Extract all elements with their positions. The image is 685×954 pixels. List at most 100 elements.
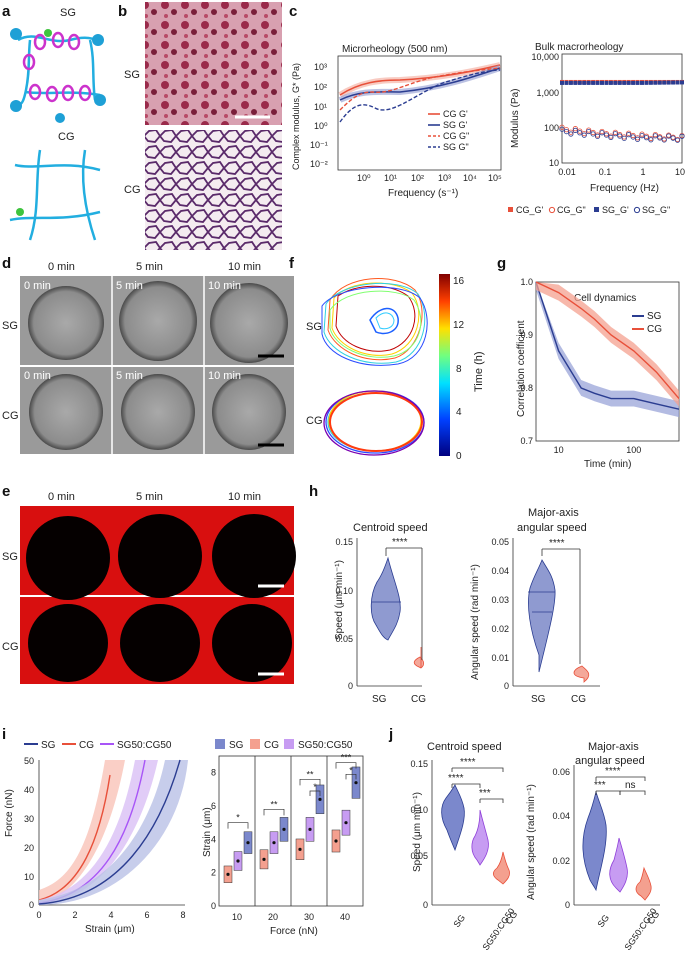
micro-curves	[338, 62, 501, 123]
g-ylabel: Correlation coefficient	[516, 320, 527, 417]
point-SG_G'	[644, 80, 649, 85]
point-SG_G'	[577, 80, 582, 85]
panel-h: h Centroid speed Speed (μm min⁻¹) 0.15 0…	[309, 483, 600, 705]
significance: ****	[549, 538, 565, 549]
xtick: 0	[36, 910, 41, 920]
j-right-ylabel: Angular speed (rad min⁻¹)	[526, 784, 537, 900]
ytick: 10	[549, 158, 559, 168]
point-SG_G"	[581, 132, 587, 138]
point-SG_G"	[586, 128, 592, 135]
sg-crosslink-rings	[22, 31, 92, 103]
ytick: 4	[211, 834, 216, 844]
micro-xlabel: Frequency (s⁻¹)	[388, 188, 458, 199]
xtick: 2	[72, 910, 77, 920]
sig-bracket	[345, 773, 357, 780]
significance: **	[306, 769, 314, 779]
significance: *	[236, 813, 240, 823]
cbar-tick: 8	[456, 364, 462, 375]
g-yticks: 1.0 0.9 0.8 0.7	[520, 277, 533, 446]
mean-dot	[246, 841, 250, 845]
cg-cell-contours	[323, 390, 425, 456]
panel-label-e: e	[2, 483, 10, 500]
point-SG_G"	[563, 128, 570, 135]
i-left-xlabel: Strain (μm)	[85, 924, 135, 935]
sig-bracket	[227, 822, 249, 829]
point-SG_G'	[622, 80, 627, 85]
panel-c: c Complex modulus, G* (Pa) Microrheology…	[289, 3, 685, 215]
sg-end-caps	[10, 28, 106, 123]
fluorescence-cells	[26, 514, 296, 682]
panel-a: a SG CG	[2, 3, 106, 241]
histology-sg-image	[145, 2, 282, 125]
xtick: 10⁵	[488, 173, 502, 183]
xtick: SG	[595, 913, 611, 929]
xtick: 10⁴	[463, 173, 477, 183]
xtick: CG	[411, 694, 426, 705]
micro-axes	[337, 55, 502, 171]
mean-dot	[308, 827, 312, 831]
point-SG_G'	[631, 80, 636, 85]
mean-dot	[272, 841, 276, 845]
xtick: 10¹	[384, 173, 397, 183]
ytick: 0.04	[552, 811, 570, 821]
point-SG_G"	[670, 135, 676, 141]
ytick: 30	[24, 814, 34, 824]
ytick: 0.05	[335, 634, 353, 644]
violin-mix	[609, 837, 628, 893]
i-left-ylabel: Force (nN)	[4, 789, 15, 837]
xtick: 10³	[438, 173, 451, 183]
ytick: 0.15	[335, 537, 353, 547]
g-title: Cell dynamics	[574, 293, 636, 304]
sig-bracket	[263, 808, 285, 816]
ytick: 1.0	[520, 277, 533, 287]
point-SG_G"	[559, 126, 565, 132]
point-SG_G'	[680, 80, 684, 85]
force-strain-curves	[38, 759, 188, 905]
h-left-title: Centroid speed	[353, 522, 428, 534]
legend-item: SG	[229, 740, 244, 751]
point-CG_G"	[559, 124, 565, 130]
point-SG_G"	[590, 131, 596, 137]
ytick: 10⁻¹	[310, 140, 328, 150]
point-SG_G'	[582, 80, 587, 85]
h-right-title1: Major-axis	[528, 507, 579, 519]
row-label: SG	[2, 320, 18, 332]
xtick: 100	[626, 445, 641, 455]
panel-j: j Centroid speed Speed (μm min⁻¹) 0.15 0…	[388, 726, 661, 952]
significance: ***	[594, 780, 606, 791]
mean-dot	[318, 797, 322, 801]
mean-dot	[344, 821, 348, 825]
panel-b: b SG CG	[118, 2, 282, 250]
ytick: 0.01	[491, 653, 509, 663]
cbar-tick: 0	[456, 451, 462, 462]
violin-sg	[370, 556, 401, 641]
ytick: 0	[504, 681, 509, 691]
point-SG_G'	[617, 80, 622, 85]
bulk-xlabel: Frequency (Hz)	[590, 183, 659, 194]
legend-item: CG	[264, 740, 279, 751]
brightfield-cells	[28, 281, 288, 450]
bulk-ylabel: Modulus (Pa)	[510, 89, 521, 148]
point-SG_G"	[621, 135, 627, 141]
sg-cell-contours	[321, 278, 428, 366]
h-left-yticks: 0.15 0.10 0.05 0	[335, 537, 353, 691]
micro-legend: CG G' SG G' CG G" SG G"	[428, 109, 469, 152]
time-colorbar	[439, 274, 450, 456]
ytick: 0.02	[552, 856, 570, 866]
xtick: 4	[108, 910, 113, 920]
panel-e: e 0 min 5 min 10 min SG CG	[2, 483, 296, 684]
j-left-ylabel: Speed (μm min⁻¹)	[412, 792, 423, 872]
point-SG_G'	[604, 80, 609, 85]
xtick: 6	[144, 910, 149, 920]
i-right-xlabel: Force (nN)	[270, 926, 318, 937]
ytick: 2	[211, 868, 216, 878]
ytick: 0.05	[491, 537, 509, 547]
h-right-yticks: 0.05 0.04 0.03 0.02 0.01 0	[491, 537, 509, 691]
bulk-data-points	[559, 79, 685, 143]
series-line-CG	[535, 281, 680, 400]
point-SG_G'	[586, 80, 591, 85]
bulk-title: Bulk macrorheology	[535, 42, 623, 53]
h-right-ylabel: Angular speed (rad min⁻¹)	[470, 564, 481, 680]
cg-network-schematic	[9, 149, 101, 241]
cbar-tick: 12	[453, 320, 465, 331]
